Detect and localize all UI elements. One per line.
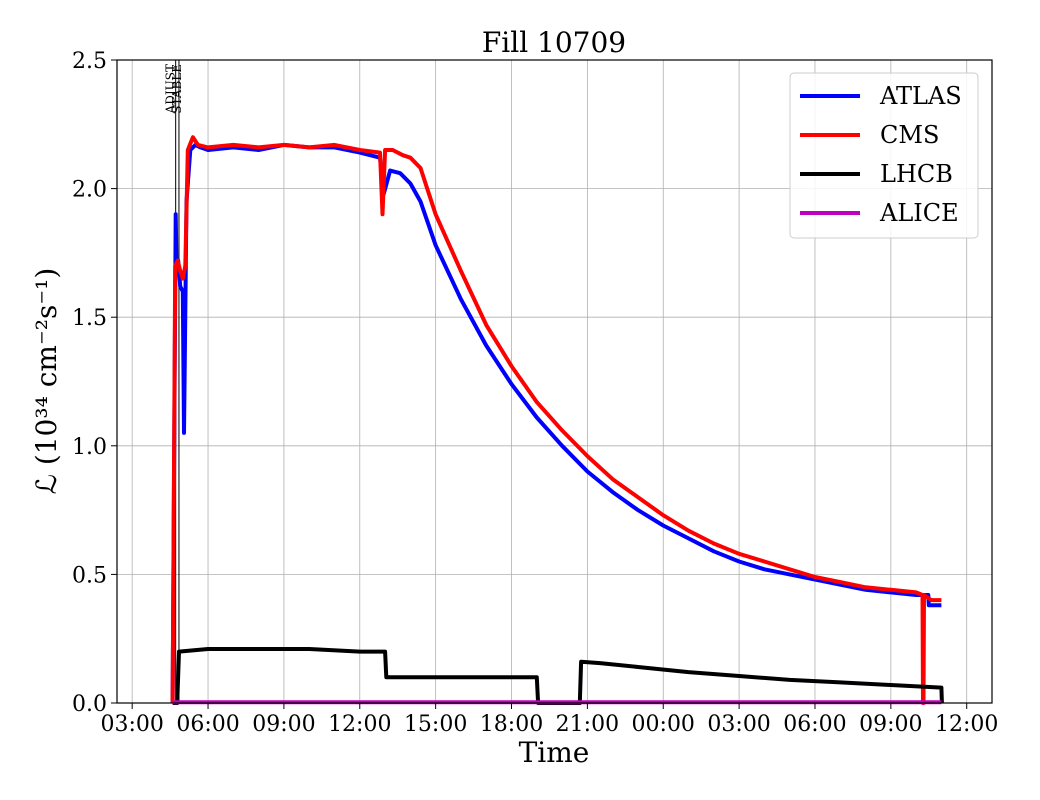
y-tick-label: 0.0 [72,692,107,717]
y-tick-label: 1.0 [72,435,107,460]
x-tick-label: 06:00 [176,712,239,737]
legend: ATLAS CMS LHCB ALICE [789,72,979,239]
legend-label-lhcb: LHCB [880,160,953,188]
x-tick-label: 15:00 [404,712,467,737]
x-tick-label: 09:00 [859,712,922,737]
x-tick-label: 12:00 [328,712,391,737]
x-axis-label: Time [519,736,590,769]
legend-label-atlas: ATLAS [879,82,962,110]
x-axis: 03:00 06:00 09:00 12:00 15:00 18:00 21:00 00:00… [100,703,998,737]
series-line-lhcb [172,647,944,705]
legend-label-alice: ALICE [879,199,959,227]
series-lines [170,135,944,705]
x-tick-label: 03:00 [100,712,163,737]
marker-label: ADJUST [164,64,178,114]
x-tick-label: 03:00 [707,712,770,737]
y-axis: 0.0 0.5 1.0 1.5 2.0 2.5 [72,49,117,717]
y-tick-label: 1.5 [72,306,107,331]
x-tick-label: 00:00 [632,712,695,737]
plot-frame [116,59,993,704]
y-axis-label: ℒ (10³⁴ cm⁻²s⁻¹) [30,268,63,495]
x-tick-label: 06:00 [783,712,846,737]
x-tick-label: 09:00 [252,712,315,737]
y-tick-label: 2.0 [72,178,107,203]
series-line-cms [170,135,942,705]
x-tick-label: 21:00 [556,712,619,737]
marker-label: STABLE [170,64,184,114]
series-line-atlas [170,142,942,704]
y-tick-label: 2.5 [72,49,107,74]
legend-box [789,72,979,239]
y-tick-label: 0.5 [72,563,107,588]
chart-title: Fill 10709 [482,26,626,59]
legend-label-cms: CMS [880,121,939,149]
x-tick-label: 18:00 [480,712,543,737]
x-tick-label: 12:00 [935,712,998,737]
